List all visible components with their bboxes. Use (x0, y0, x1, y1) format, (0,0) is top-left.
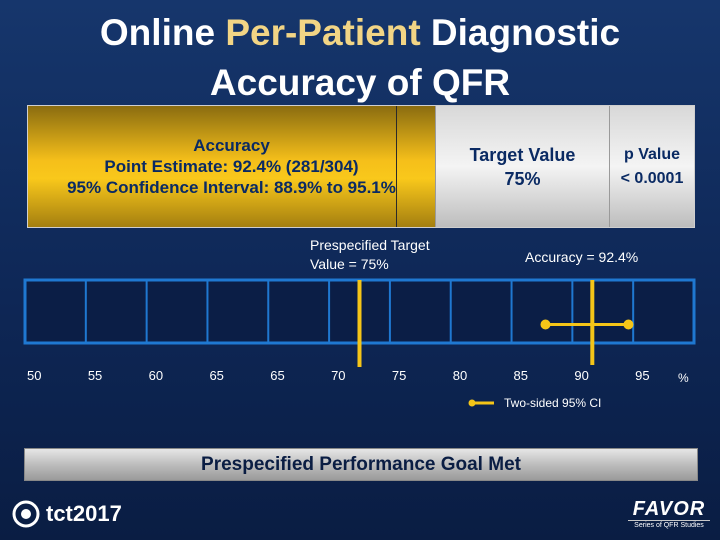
accuracy-cell: Accuracy Point Estimate: 92.4% (281/304)… (28, 106, 435, 227)
target-value-heading: Target Value (469, 144, 576, 165)
tct-logo: tct2017 (12, 500, 122, 528)
banner-divider (396, 106, 397, 227)
title-line2: Accuracy of QFR (209, 62, 511, 103)
ci-lower-endpoint (540, 319, 551, 330)
x-tick-label: 85 (514, 368, 528, 383)
target-annotation: Prespecified Target Value = 75% (310, 237, 430, 272)
favor-logo-subtitle: Series of QFR Studies (628, 520, 710, 530)
title-highlight: Per-Patient (225, 12, 421, 53)
confidence-interval-text: 95% Confidence Interval: 88.9% to 95.1% (67, 178, 396, 197)
ci-legend-symbol (468, 399, 494, 407)
x-tick-label: 55 (88, 368, 102, 383)
accuracy-ci-plot: 50 55 60 65 65 70 75 80 85 90 95% (23, 278, 696, 385)
result-text: Prespecified Performance Goal Met (201, 454, 521, 475)
x-tick-label: 65 (270, 368, 284, 383)
accuracy-annotation: Accuracy = 92.4% (525, 249, 639, 265)
ci-upper-endpoint (623, 319, 634, 330)
results-banner: Accuracy Point Estimate: 92.4% (281/304)… (27, 105, 695, 228)
x-tick-label: 70 (331, 368, 345, 383)
point-estimate-text: Point Estimate: 92.4% (281/304) (104, 157, 359, 176)
p-value-cell: p Value < 0.0001 (610, 106, 694, 227)
ci-legend: Two-sided 95% CI (468, 396, 601, 410)
x-tick-label: 75 (392, 368, 406, 383)
p-value-heading: p Value (623, 145, 681, 163)
result-banner: Prespecified Performance Goal Met (24, 448, 698, 481)
p-value-text: < 0.0001 (620, 169, 684, 187)
tct-logo-icon (12, 500, 40, 528)
x-tick-label: 95 (635, 368, 649, 383)
target-value-cell: Target Value 75% (435, 106, 610, 227)
x-tick-label: 50 (27, 368, 41, 383)
ci-legend-label: Two-sided 95% CI (504, 396, 602, 410)
x-tick-label: 65 (209, 368, 223, 383)
x-tick-label: 90 (574, 368, 588, 383)
tct-logo-text: tct2017 (46, 501, 122, 526)
target-value-text: 75% (504, 168, 541, 189)
favor-logo: FAVOR Series of QFR Studies (628, 498, 710, 530)
favor-logo-text: FAVOR (632, 498, 706, 520)
title-line1: Online Per-Patient Diagnostic (99, 12, 621, 53)
accuracy-heading: Accuracy (193, 136, 270, 155)
x-tick-label: 80 (453, 368, 467, 383)
x-unit-label: % (678, 371, 689, 385)
page-title: Online Per-Patient Diagnostic Accuracy o… (0, 8, 720, 108)
x-tick-label: 60 (149, 368, 163, 383)
